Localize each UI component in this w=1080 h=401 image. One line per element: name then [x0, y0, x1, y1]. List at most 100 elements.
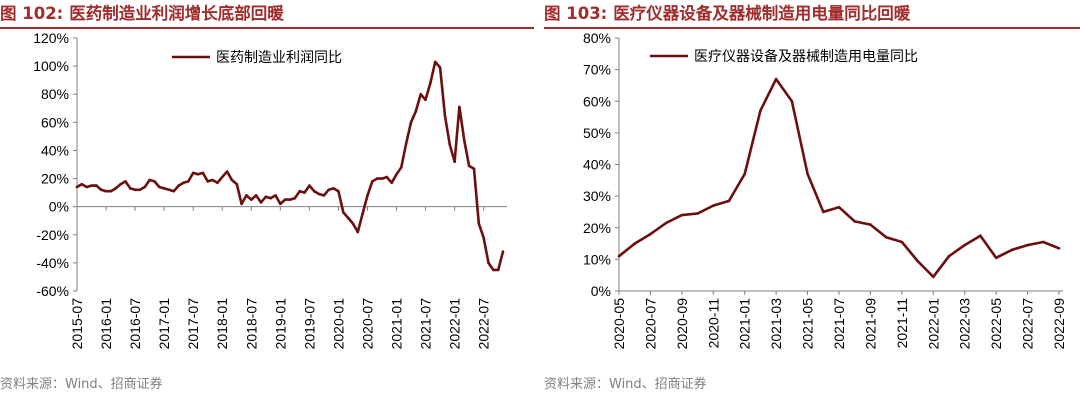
right-y-tick-label: 60%	[583, 93, 611, 109]
left-data-point	[448, 143, 452, 147]
left-title-rule	[0, 27, 534, 29]
left-y-tick-label: 40%	[41, 142, 69, 158]
left-data-point	[433, 60, 437, 64]
left-data-point	[109, 189, 113, 193]
right-y-tick-label: 30%	[583, 188, 611, 204]
right-x-tick-label: 2021-11	[894, 298, 910, 349]
right-x-tick-label: 2020-11	[705, 298, 721, 349]
left-data-point	[250, 198, 253, 201]
right-data-point	[963, 243, 966, 247]
left-y-tick-label: 60%	[41, 114, 69, 130]
left-data-point	[129, 187, 132, 190]
right-data-point	[1042, 240, 1045, 244]
right-data-point	[633, 242, 636, 245]
left-data-point	[283, 198, 287, 201]
right-data-point	[774, 77, 778, 81]
right-x-tick-label: 2022-09	[1051, 298, 1067, 350]
left-x-tick-label: 2022-01	[447, 298, 463, 350]
left-x-tick-label: 2015-07	[69, 298, 85, 350]
left-x-tick-label: 2019-01	[272, 298, 288, 350]
left-x-tick-label: 2016-07	[127, 298, 143, 350]
left-data-point	[206, 180, 209, 183]
left-data-point	[312, 189, 316, 193]
left-data-point	[162, 187, 166, 190]
left-data-point	[182, 181, 185, 185]
right-data-point	[790, 100, 794, 103]
right-x-tick-label: 2021-01	[737, 298, 753, 350]
right-y-tick-label: 70%	[583, 62, 611, 78]
left-data-point	[177, 184, 180, 187]
left-data-point	[187, 180, 190, 183]
left-data-point	[385, 175, 389, 179]
left-data-point	[245, 194, 248, 197]
left-source-note: 资料来源：Wind、招商证券	[0, 377, 163, 392]
right-data-point	[1010, 248, 1014, 252]
right-y-tick-label: 80%	[583, 30, 611, 46]
right-x-tick-label: 2021-09	[862, 298, 878, 350]
right-x-tick-label: 2020-09	[674, 298, 690, 350]
right-data-point	[743, 172, 746, 176]
left-x-tick-label: 2020-01	[330, 298, 346, 350]
left-x-tick-label: 2016-01	[98, 298, 114, 350]
right-y-tick-label: 20%	[583, 220, 611, 236]
left-figure-panel: 图 102: 医药制造业利润增长底部回暖 120% 100% 80% 60% 40% 20%…	[0, 0, 534, 401]
left-data-point	[104, 189, 108, 193]
left-y-tick-label: -40%	[36, 255, 69, 271]
right-y-tick-label: 10%	[583, 251, 611, 267]
right-y-tick-label: 40%	[583, 157, 611, 173]
left-data-point	[264, 195, 268, 199]
left-data-point	[342, 211, 345, 214]
right-data-point	[1026, 243, 1029, 247]
left-data-point	[279, 202, 282, 206]
right-data-point	[932, 275, 935, 279]
left-x-tick-label: 2018-07	[243, 298, 259, 350]
right-legend-label: 医疗仪器设备及器械制造用电量同比	[694, 48, 918, 65]
right-x-tick-label: 2020-05	[611, 298, 627, 350]
left-data-point	[438, 66, 442, 69]
left-data-point	[211, 178, 214, 182]
right-data-point	[884, 235, 888, 239]
right-data-point	[680, 213, 684, 217]
left-figure-caption: 医药制造业利润增长底部回暖	[69, 4, 284, 23]
left-figure-title: 图 102: 医药制造业利润增长底部回暖	[0, 0, 534, 27]
left-data-point	[148, 178, 151, 182]
left-data-point	[90, 184, 93, 187]
left-line-chart: 120% 100% 80% 60% 40% 20% 0% -20% -40% -60%2015-0…	[33, 30, 507, 350]
left-data-point	[220, 175, 224, 179]
left-data-point	[337, 189, 340, 193]
left-data-point	[172, 189, 176, 193]
left-data-point	[390, 181, 394, 185]
right-x-tick-label: 2022-03	[957, 298, 973, 350]
right-x-tick-label: 2021-03	[768, 298, 784, 350]
left-data-point	[472, 167, 476, 170]
right-x-tick-label: 2022-01	[925, 298, 941, 350]
left-data-point	[216, 181, 219, 185]
left-x-tick-label: 2020-07	[359, 298, 375, 350]
left-figure-label: 图 102:	[0, 4, 64, 23]
right-x-tick-label: 2021-07	[831, 298, 847, 350]
left-data-point	[230, 178, 234, 182]
left-data-point	[196, 173, 200, 176]
left-data-point	[351, 222, 355, 225]
left-data-point	[225, 170, 229, 173]
left-data-point	[463, 139, 466, 142]
left-data-point	[75, 185, 79, 189]
left-data-point	[303, 191, 306, 194]
left-data-point	[293, 196, 297, 200]
right-x-tick-label: 2021-05	[800, 298, 816, 350]
right-data-point	[727, 199, 731, 203]
left-data-point	[400, 166, 403, 169]
left-y-tick-label: 0%	[49, 199, 69, 215]
left-data-point	[414, 109, 418, 113]
left-data-point	[501, 250, 505, 253]
left-data-point	[153, 180, 156, 183]
left-data-point	[429, 81, 432, 85]
left-y-tick-label: -20%	[36, 227, 69, 243]
left-data-point	[477, 222, 481, 225]
left-data-point	[419, 92, 423, 96]
right-source-note: 资料来源：Wind、招商证券	[544, 377, 707, 392]
left-data-point	[254, 194, 258, 197]
left-data-point	[395, 173, 398, 176]
right-data-point	[979, 234, 982, 237]
left-data-point	[404, 142, 408, 145]
